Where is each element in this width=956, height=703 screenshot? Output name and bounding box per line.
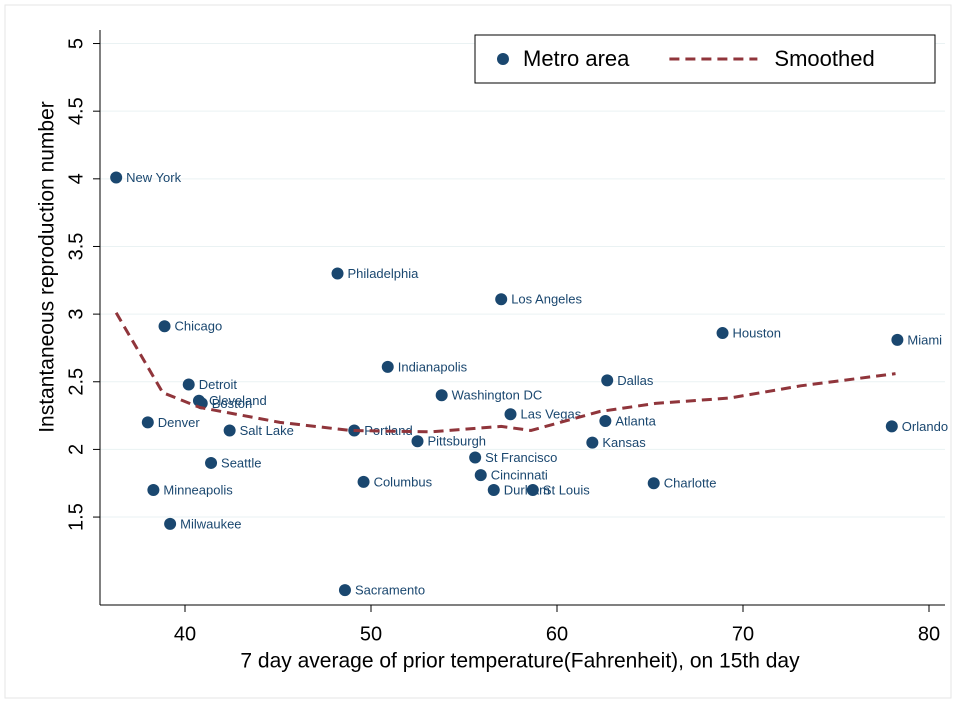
y-tick-label: 2.5 (65, 368, 87, 396)
point-label: Salt Lake (240, 423, 294, 438)
point (469, 451, 482, 464)
y-tick-label: 1.5 (65, 503, 87, 531)
y-tick-label: 2 (65, 444, 87, 455)
point (110, 171, 123, 184)
point (205, 456, 218, 469)
y-tick-label: 3.5 (65, 233, 87, 261)
point-label: Detroit (199, 377, 238, 392)
point-label: Indianapolis (398, 359, 468, 374)
point-label: Las Vegas (521, 407, 582, 422)
legend-label: Smoothed (774, 46, 874, 71)
point (487, 484, 500, 496)
y-tick-label: 3 (65, 309, 87, 320)
point-label: Minneapolis (163, 482, 233, 497)
point (381, 360, 394, 373)
point-label: Chicago (175, 319, 223, 334)
point (411, 435, 424, 448)
point-label: Dallas (617, 373, 654, 388)
x-tick-label: 60 (546, 623, 568, 645)
x-tick-label: 50 (360, 623, 382, 645)
point (599, 415, 612, 427)
point (141, 416, 154, 429)
point-label: Seattle (221, 455, 261, 470)
x-tick-label: 70 (732, 623, 754, 645)
point-label: Philadelphia (348, 266, 420, 281)
point (158, 320, 171, 333)
point (601, 374, 614, 387)
point-label: Kansas (602, 435, 646, 450)
point (182, 378, 195, 391)
point-label: Los Angeles (511, 292, 582, 307)
point (223, 424, 236, 437)
point-label: St Francisco (485, 450, 557, 465)
point (647, 477, 660, 490)
point (474, 469, 487, 482)
point (331, 267, 344, 280)
point-label: Washington DC (452, 388, 543, 403)
y-axis-label: Instantaneous reproduction number (36, 101, 59, 433)
point-label: Cincinnati (491, 468, 548, 483)
point (891, 333, 904, 346)
point-label: Houston (733, 325, 781, 340)
point (164, 517, 177, 530)
point-label: Columbus (374, 474, 433, 489)
point (526, 484, 539, 496)
point-label: Charlotte (664, 476, 717, 491)
point (716, 327, 729, 340)
point-label: St Louis (543, 482, 590, 497)
smoothed-line (114, 312, 896, 434)
y-tick-label: 4 (65, 173, 87, 184)
legend-label: Metro area (523, 46, 630, 71)
point (495, 293, 508, 306)
point-label: Orlando (902, 419, 948, 434)
point (435, 389, 448, 402)
point-label: Boston (212, 396, 252, 411)
x-tick-label: 40 (174, 623, 196, 645)
point (338, 584, 351, 597)
x-tick-label: 80 (918, 623, 940, 645)
point-label: New York (126, 170, 181, 185)
point-label: Cleveland (209, 393, 267, 408)
point-label: Atlanta (615, 413, 656, 428)
point-label: Denver (158, 415, 201, 430)
point-label: Sacramento (355, 583, 425, 598)
x-axis-label: 7 day average of prior temperature(Fahre… (240, 650, 800, 673)
point-label: Miami (907, 332, 942, 347)
y-tick-label: 5 (65, 38, 87, 49)
y-tick-label: 4.5 (65, 97, 87, 125)
point (885, 420, 898, 433)
point (504, 408, 517, 421)
frame (4, 4, 952, 699)
point (357, 475, 370, 488)
legend-marker (497, 53, 509, 65)
point-label: Pittsburgh (428, 434, 487, 449)
point (147, 484, 160, 496)
point-label: Milwaukee (180, 516, 241, 531)
point (586, 436, 599, 449)
